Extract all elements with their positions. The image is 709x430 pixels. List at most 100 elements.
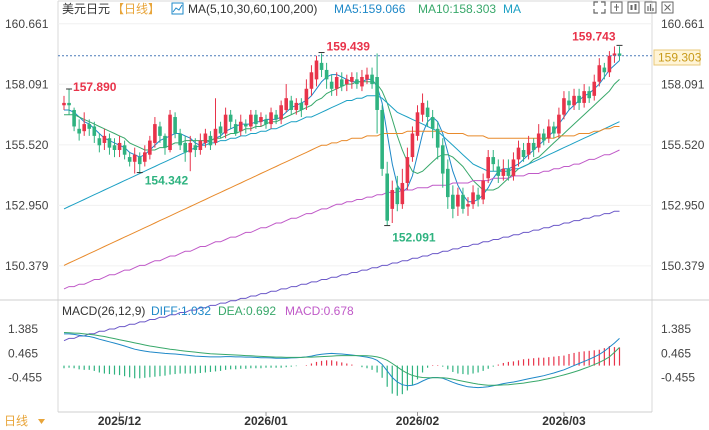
macd-params: MACD(26,12,9) [62, 304, 145, 318]
candle-body-104 [587, 91, 591, 99]
candle-body-49 [309, 72, 314, 89]
candle-body-24 [183, 142, 187, 153]
price-tick-left-4: 150.379 [5, 259, 49, 273]
price-tick-right-3: 152.950 [661, 198, 705, 212]
macd-tick-left-0: 1.385 [8, 322, 38, 336]
candle-icon[interactable] [627, 1, 640, 14]
candle-body-9 [107, 138, 112, 148]
candle-body-5 [87, 124, 92, 129]
candle-body-81 [471, 192, 475, 205]
candle-body-15 [137, 157, 142, 165]
candle-body-34 [233, 124, 238, 134]
expand-icon[interactable] [593, 1, 606, 14]
price-tick-right-2: 155.520 [661, 138, 705, 152]
candle-body-38 [254, 114, 258, 125]
candle-body-61 [370, 74, 374, 85]
period-label[interactable]: 【日线】 [112, 2, 160, 16]
candle-body-63 [380, 109, 384, 169]
price-tick-left-2: 155.520 [5, 138, 49, 152]
candle-body-44 [284, 98, 288, 110]
ma-params: MA(5,10,30,60,100,200) [188, 2, 317, 16]
ma10-value: MA10:158.303 [418, 2, 496, 16]
candle-body-74 [435, 128, 440, 148]
price-ticks-right: 160.661 158.091 155.520 152.950 150.379 [661, 17, 705, 273]
candle-body-88 [506, 168, 511, 176]
candle-body-2 [72, 109, 76, 127]
candle-body-105 [592, 81, 597, 96]
more-icon[interactable] [661, 1, 674, 14]
candle-body-43 [279, 105, 283, 120]
annotation-label-2: 159.439 [327, 40, 371, 54]
ma5-value: MA5:159.066 [334, 2, 406, 16]
footer-period-label[interactable]: 日线 [4, 414, 28, 428]
candle-body-27 [198, 140, 203, 150]
time-tick-0: 2025/12 [98, 414, 142, 428]
line-ma30 [63, 95, 620, 210]
candle-body-55 [339, 79, 344, 87]
candle-body-66 [395, 187, 400, 205]
candle-body-54 [334, 77, 339, 89]
line-ma200 [63, 210, 620, 342]
candle-body-53 [329, 81, 334, 89]
candle-body-7 [97, 138, 102, 146]
candle-body-14 [132, 154, 137, 162]
candle-body-78 [456, 194, 460, 207]
candle-body-67 [400, 182, 405, 205]
candle-body-72 [425, 107, 430, 118]
candle-body-107 [602, 67, 607, 73]
candle-body-87 [501, 168, 506, 176]
candle-body-64 [385, 173, 389, 221]
candle-body-103 [582, 91, 586, 103]
macd-tick-right-2: -0.455 [661, 371, 695, 385]
candle-body-35 [238, 121, 243, 132]
price-tick-left-0: 160.661 [5, 17, 49, 31]
candle-body-99 [562, 98, 566, 115]
candle-body-46 [294, 102, 299, 110]
candle-body-59 [360, 77, 364, 87]
candle-body-57 [350, 77, 354, 82]
candle-body-90 [516, 147, 521, 160]
candle-body-20 [163, 135, 167, 148]
price-tag-icon[interactable] [610, 1, 623, 14]
candle-body-106 [597, 65, 602, 82]
candle-body-69 [410, 133, 415, 158]
candle-body-11 [117, 142, 122, 150]
ma-settings-icon[interactable] [171, 2, 184, 15]
annotation-label-0: 157.890 [73, 80, 117, 94]
candle-body-33 [228, 114, 233, 122]
candle-body-50 [314, 60, 319, 80]
candle-body-28 [203, 133, 208, 143]
candle-body-83 [481, 180, 485, 200]
macd-diff-value: DIFF:1.032 [151, 304, 211, 318]
candle-body-60 [365, 74, 369, 80]
macd-tick-left-2: -0.455 [8, 371, 42, 385]
candle-body-48 [304, 88, 309, 106]
candle-body-45 [289, 100, 294, 110]
candle-body-25 [188, 142, 193, 153]
candle-body-22 [173, 117, 177, 134]
moving-average-lines [63, 60, 620, 342]
candle-body-109 [612, 53, 617, 56]
price-tick-right-0: 160.661 [661, 17, 705, 31]
candle-body-31 [218, 126, 223, 134]
candle-body-19 [158, 126, 162, 136]
macd-histogram [63, 346, 621, 396]
time-tick-3: 2026/03 [542, 414, 586, 428]
candle-body-0 [62, 102, 66, 106]
candle-body-85 [491, 157, 496, 165]
macd-dea-value: DEA:0.692 [218, 304, 276, 318]
candle-body-8 [102, 135, 107, 143]
candle-body-86 [496, 166, 501, 176]
candle-body-65 [390, 190, 395, 209]
price-tick-right-4: 150.379 [661, 259, 705, 273]
footer-dropdown-icon[interactable] [38, 419, 45, 424]
bar-icon[interactable] [644, 1, 657, 14]
candle-body-91 [521, 150, 526, 158]
candle-body-10 [112, 145, 117, 150]
candle-body-108 [607, 55, 612, 73]
candlesticks [62, 46, 622, 226]
candle-body-29 [208, 135, 213, 146]
candle-body-39 [259, 117, 263, 122]
candle-body-36 [244, 124, 248, 127]
